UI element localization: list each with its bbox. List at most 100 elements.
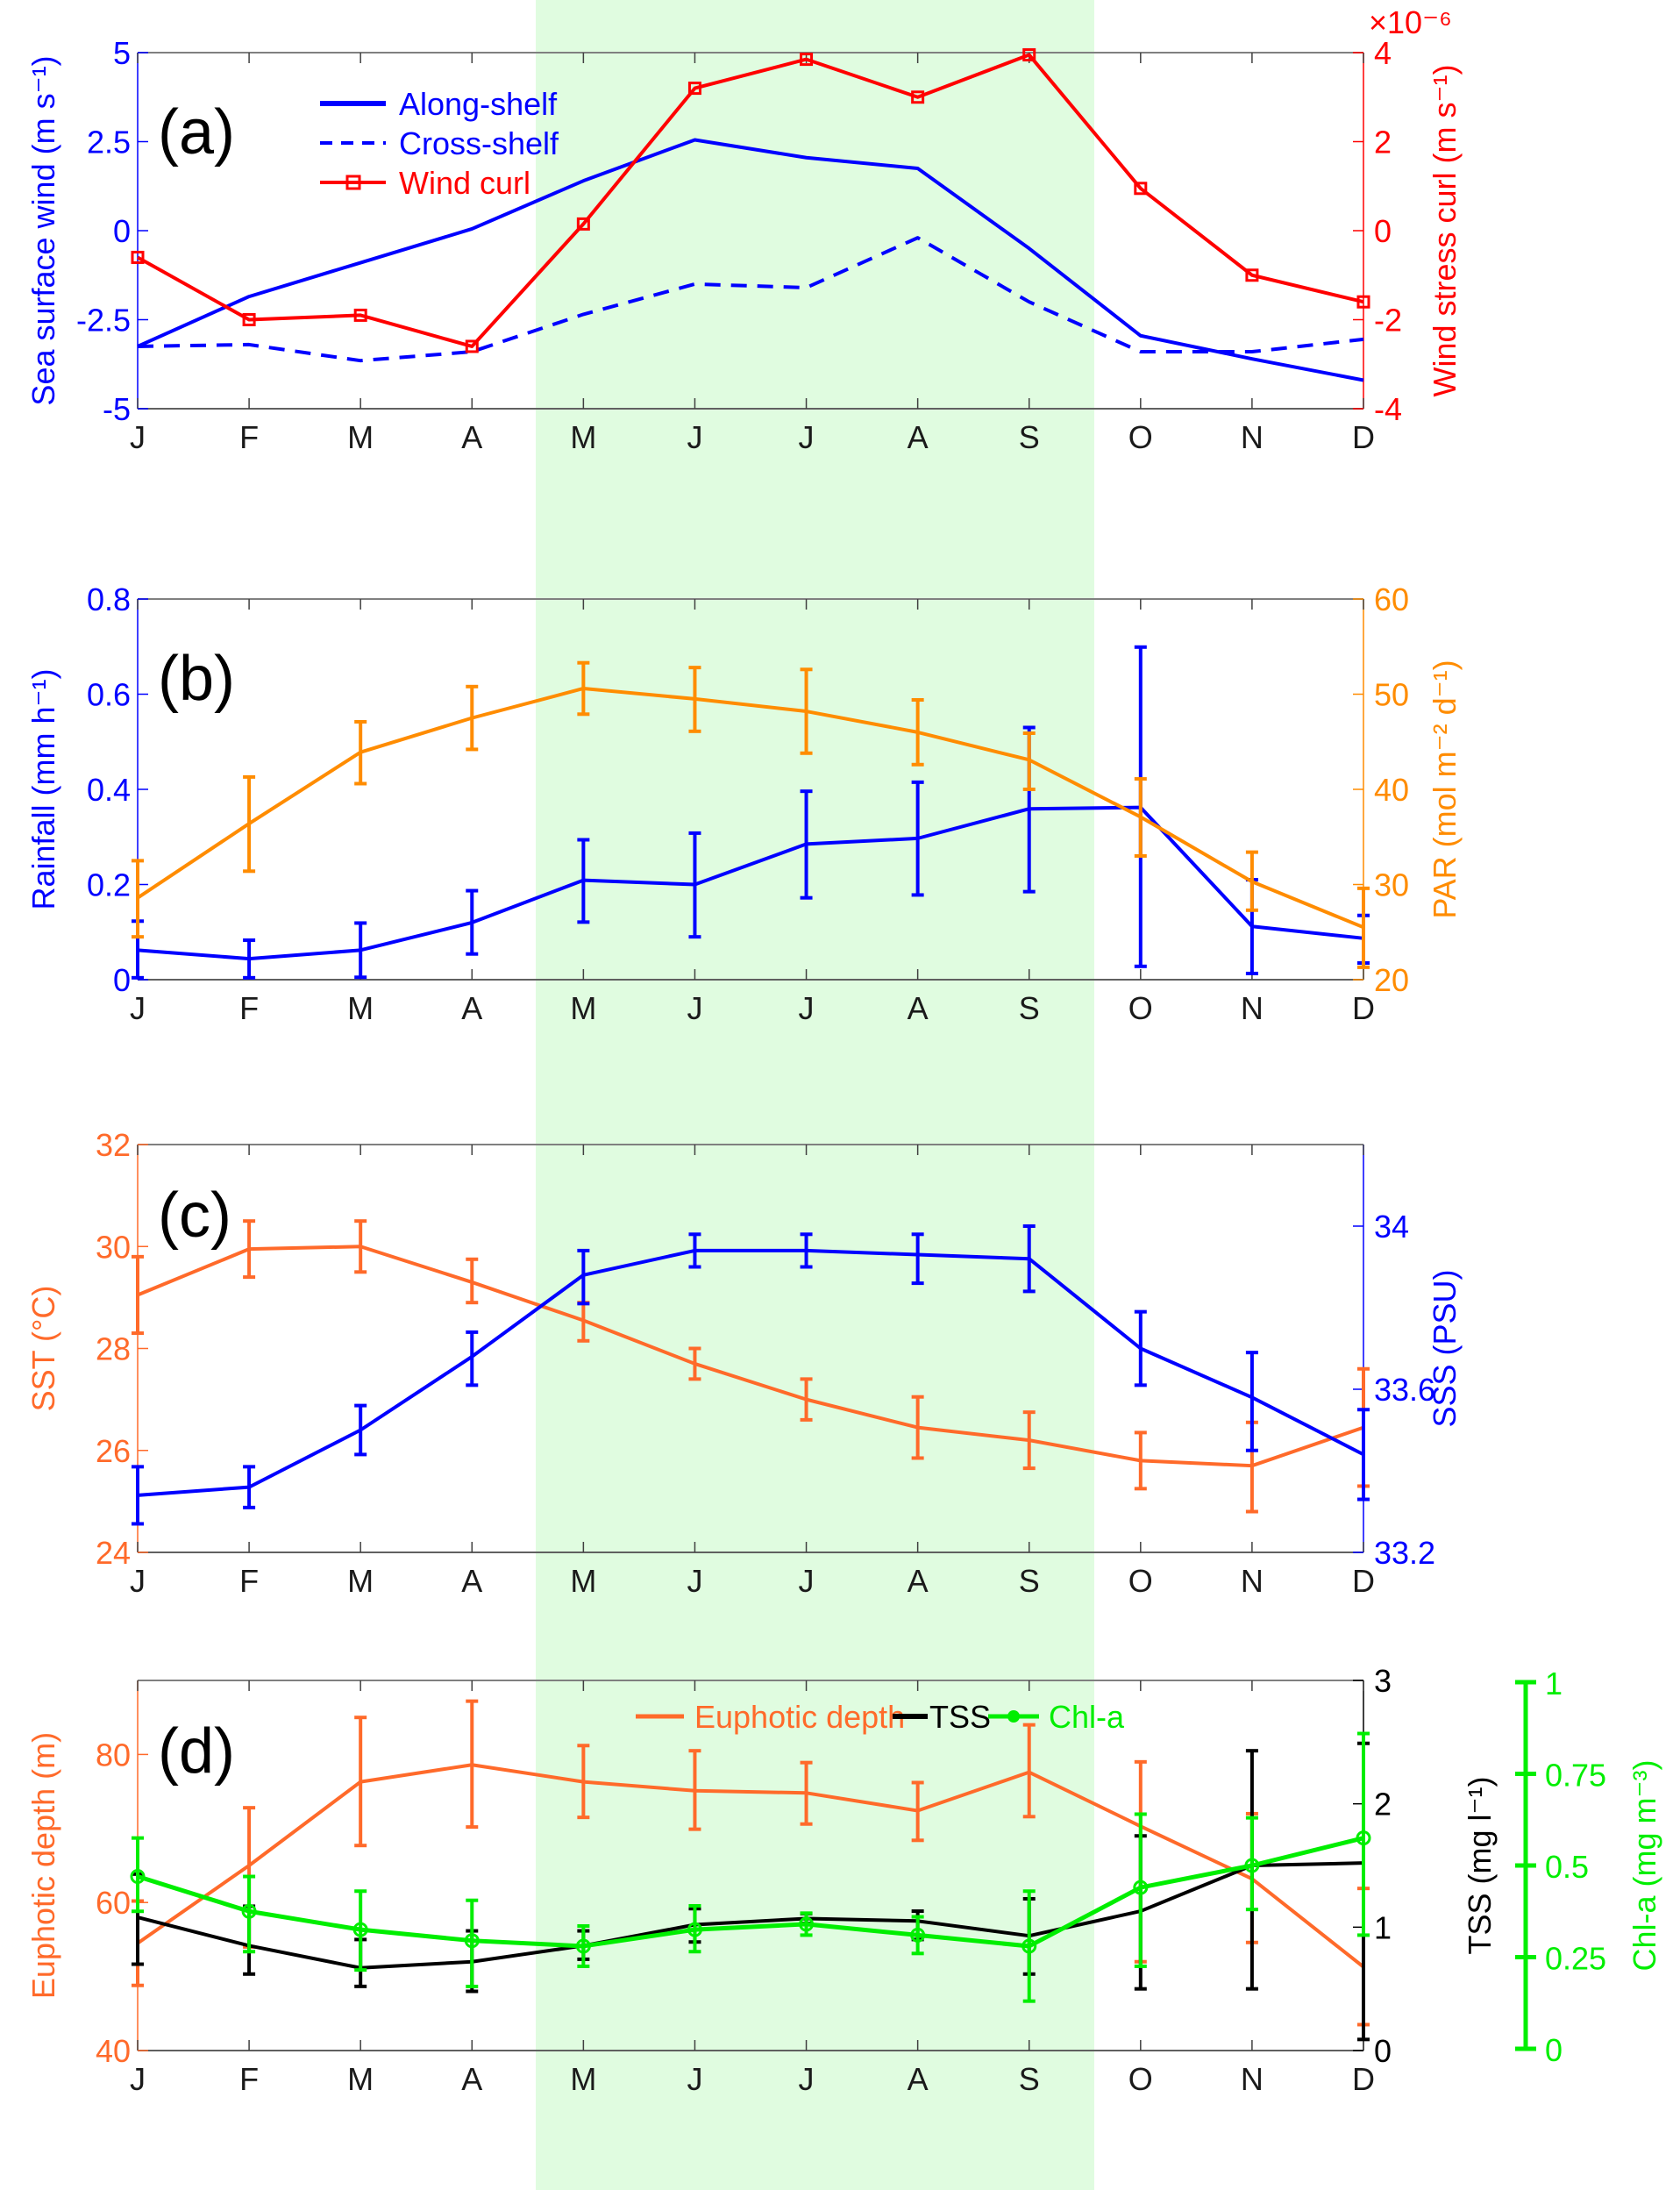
x-tick-label: A [908,2061,929,2097]
right-axis-title: PAR (mol m⁻² d⁻¹) [1427,660,1463,918]
x-tick-label: A [461,419,482,455]
right-tick-label: 0 [1374,213,1392,249]
right-tick-label: 3 [1374,1663,1392,1699]
data-point [1356,1830,1371,1846]
series-line [137,138,1364,382]
right-tick-label: 4 [1374,35,1392,71]
data-point [131,250,145,264]
panel-label: (a) [158,97,235,168]
legend-label: Wind curl [399,165,530,201]
data-point [1133,1880,1149,1895]
x-tick-label: J [687,2061,702,2097]
right-tick-label: 1 [1374,1909,1392,1945]
series-line [137,53,1364,348]
data-point [130,1869,146,1885]
data-point [464,1933,480,1949]
right-axis-2-tick-label: 0.5 [1545,1849,1589,1885]
x-tick-label: A [461,1563,482,1599]
legend-label: Chl-a [1049,1699,1125,1735]
series-line [137,1861,1364,1970]
left-tick-label: 2.5 [87,125,131,161]
left-tick-label: 26 [96,1433,131,1469]
data-point [687,82,701,96]
left-tick-label: 80 [96,1737,131,1773]
data-point [241,1903,257,1919]
series-chl-a [130,1731,1371,2003]
data-point [575,1938,591,1954]
left-tick-label: 0.8 [87,581,131,617]
legend-label: TSS [929,1699,991,1735]
panel-c: J F M A M J J A S O N D 32 30 28 26 24 SST (°C) 34 33.6 33.2… [25,1127,1463,1599]
data-point [910,1927,926,1943]
right-tick-label: 30 [1374,867,1409,903]
left-axis-title: Rainfall (mm h⁻¹) [25,668,61,910]
right-tick-label: -4 [1374,391,1402,427]
x-tick-label: A [461,990,482,1026]
right-axis-2-tick-label: 0.75 [1545,1758,1606,1794]
left-tick-label: 0.4 [87,772,131,808]
x-tick-label: N [1241,419,1264,455]
data-point [1134,182,1148,196]
data-point [353,308,367,322]
data-point [1022,1938,1037,1954]
x-tick-label: A [908,990,929,1026]
x-tick-label: S [1019,990,1040,1026]
right-tick-label: 2 [1374,1787,1392,1823]
x-tick-label: M [347,1563,374,1599]
x-tick-label: M [570,2061,596,2097]
left-tick-label: 0.6 [87,677,131,713]
x-tick-label: S [1019,1563,1040,1599]
series-line [137,1836,1364,1949]
x-tick-label: J [687,990,702,1026]
left-tick-label: 0.2 [87,867,131,903]
panel-d: J F M A M J J A S O N D 80 60 40 Euphotic depth (m) 3 2 1 0… [25,1663,1662,2097]
x-tick-label: M [570,419,596,455]
x-tick-label: M [347,990,374,1026]
x-tick-label: D [1352,990,1375,1026]
data-point [1245,268,1259,282]
left-tick-label: 24 [96,1535,131,1571]
right-tick-label: 50 [1374,677,1409,713]
data-point [1356,295,1370,309]
data-point [1022,48,1036,62]
x-tick-label: N [1241,1563,1264,1599]
right-tick-label: 2 [1374,125,1392,161]
data-point [1244,1858,1260,1873]
data-point [800,53,814,67]
x-tick-label: S [1019,2061,1040,2097]
right-tick-label: 40 [1374,772,1409,808]
right-axis-2-tick-label: 0.25 [1545,1941,1606,1977]
panel-label: (d) [158,1716,235,1787]
x-tick-label: J [130,419,146,455]
panel-b: J F M A M J J A S O N D 0.8 0.6 0.4 0.2 0 Rainfall (mm h⁻… [25,581,1463,1026]
x-tick-label: J [130,1563,146,1599]
x-tick-label: M [570,1563,596,1599]
right-axis-2-tick-label: 0 [1545,2032,1563,2068]
left-axis-title: Sea surface wind (m s⁻¹) [25,55,61,405]
panel-label: (b) [158,644,235,714]
x-tick-label: O [1128,1563,1153,1599]
x-tick-label: F [239,990,259,1026]
legend-marker [345,175,361,190]
data-point [799,1916,815,1932]
data-point [687,1922,702,1937]
left-tick-label: 30 [96,1229,131,1265]
x-tick-label: N [1241,2061,1264,2097]
left-tick-label: 0 [113,213,131,249]
x-tick-label: J [799,990,815,1026]
x-tick-label: J [130,2061,146,2097]
x-tick-label: A [461,2061,482,2097]
x-tick-label: J [799,419,815,455]
legend: Euphotic depth TSS Chl-a [636,1699,1125,1735]
right-tick-label: 60 [1374,581,1409,617]
right-axis-2-title: Chl-a (mg m⁻³) [1627,1760,1662,1972]
series-par [132,660,1370,969]
left-tick-label: -2.5 [76,303,131,339]
x-tick-label: D [1352,1563,1375,1599]
right-axis-exponent: ×10⁻⁶ [1369,4,1452,40]
x-tick-label: J [799,2061,815,2097]
data-point [465,339,479,353]
data-point [576,217,590,231]
x-tick-label: O [1128,990,1153,1026]
